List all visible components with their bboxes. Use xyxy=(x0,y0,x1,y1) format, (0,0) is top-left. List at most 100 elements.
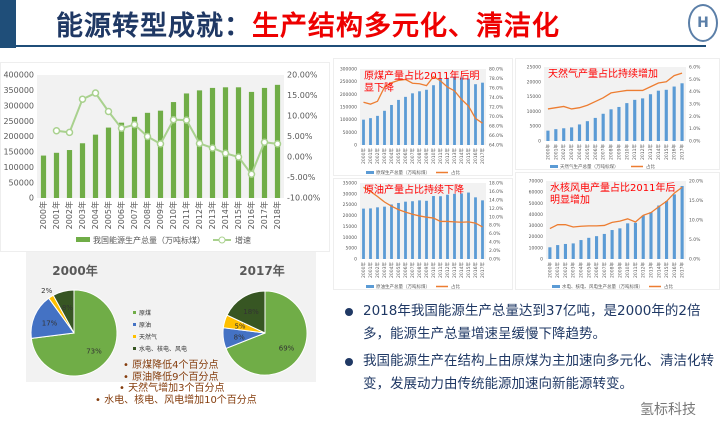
line-point xyxy=(182,116,191,124)
y-tick-label: 250000 xyxy=(340,79,357,85)
y2-tick-label: -5.00% xyxy=(287,173,316,182)
bar xyxy=(467,192,470,259)
bar xyxy=(105,127,112,198)
y2-tick-label: 4.0% xyxy=(489,240,501,246)
bar xyxy=(404,96,407,145)
bar xyxy=(92,134,99,198)
bar xyxy=(248,91,255,198)
x-tick-label: 2009年 xyxy=(423,262,430,278)
legend-label: 原油 xyxy=(139,321,151,329)
legend-swatch-bar xyxy=(76,237,90,242)
x-tick-label: 2013年 xyxy=(451,148,458,164)
bar xyxy=(481,82,484,145)
bar xyxy=(397,99,400,145)
x-tick-label: 2004年 xyxy=(576,144,583,160)
x-tick-label: 2004年 xyxy=(578,262,585,278)
bar xyxy=(222,87,229,198)
y-tick-label: 400000 xyxy=(3,71,34,80)
y2-tick-label: 2.0% xyxy=(489,248,501,254)
x-tick-label: 2011年 xyxy=(632,262,639,278)
bar xyxy=(556,245,560,259)
bar xyxy=(131,116,138,198)
pie-notes: • 原煤降低4个百分点 • 原油降低9个百分点 • 天然气增加3个百分点 • 水… xyxy=(95,360,257,406)
x-tick-label: 2005年 xyxy=(584,144,591,160)
x-tick-label: 2003年 xyxy=(570,262,577,278)
x-tick-label: 2003年 xyxy=(568,144,575,160)
line-point xyxy=(156,140,165,148)
x-tick-label: 2012年 xyxy=(640,262,647,278)
bar xyxy=(585,121,589,141)
y-tick-label: 5000 xyxy=(346,246,358,252)
bar xyxy=(432,196,435,259)
bar xyxy=(577,124,582,141)
pie-title: 2017年 xyxy=(239,263,284,278)
x-tick-label: 2000年 xyxy=(360,148,367,164)
x-tick-label: 2012年 xyxy=(444,262,451,278)
bar xyxy=(680,186,684,259)
bar xyxy=(579,240,583,259)
bar xyxy=(66,150,73,198)
x-tick-label: 2005年 xyxy=(395,148,402,164)
bar xyxy=(641,98,645,141)
x-tick-label: 2009年 xyxy=(155,201,165,229)
x-tick-label: 2016年 xyxy=(472,148,479,164)
x-tick-label: 2010年 xyxy=(623,144,630,160)
legend-swatch xyxy=(133,335,136,338)
bar xyxy=(390,204,393,259)
bar xyxy=(383,206,386,259)
bar xyxy=(425,200,428,259)
y-tick-label: 300000 xyxy=(3,101,34,110)
x-tick-label: 2005年 xyxy=(103,201,113,229)
bar xyxy=(656,90,660,141)
x-tick-label: 2017年 xyxy=(679,144,686,160)
legend-label: 水电、核电、风电 xyxy=(139,345,187,353)
line-point xyxy=(195,139,204,148)
y-tick-label: 15000 xyxy=(343,224,357,230)
bar xyxy=(587,237,591,259)
y2-tick-label: 8.0% xyxy=(489,223,501,229)
x-tick-label: 2003年 xyxy=(381,148,388,164)
x-tick-label: 2011年 xyxy=(437,148,444,164)
y2-tick-label: 10.0% xyxy=(689,218,704,224)
legend-label: 天然气 xyxy=(139,333,157,341)
share-line xyxy=(547,72,683,110)
bar xyxy=(474,197,477,259)
bar xyxy=(467,78,470,145)
y2-tick-label: 66.0% xyxy=(489,133,504,139)
bar xyxy=(404,201,407,259)
x-tick-label: 2012年 xyxy=(639,144,646,160)
bar xyxy=(369,118,372,145)
x-tick-label: 2006年 xyxy=(402,262,409,278)
bullet-item: 我国能源生产在结构上由原煤为主加速向多元化、清洁化转变，发展动力由传统能源加速向… xyxy=(345,350,715,396)
bar xyxy=(235,87,242,198)
y2-tick-label: 3.0% xyxy=(689,102,701,108)
plot-area xyxy=(546,181,686,259)
x-tick-label: 2002年 xyxy=(64,201,74,229)
x-tick-label: 2010年 xyxy=(430,262,437,278)
bar xyxy=(563,243,567,259)
line-point xyxy=(247,170,256,178)
y-tick-label: 0 xyxy=(354,143,357,149)
x-tick-label: 2012年 xyxy=(444,148,451,164)
legend-swatch xyxy=(133,347,136,350)
bar xyxy=(53,152,60,198)
x-tick-label: 2015年 xyxy=(663,144,670,160)
bar xyxy=(170,102,177,198)
x-tick-label: 2005年 xyxy=(395,262,402,278)
bar xyxy=(626,223,630,259)
bar xyxy=(446,194,449,259)
x-tick-label: 2002年 xyxy=(562,262,569,278)
bar xyxy=(453,76,456,145)
legend-swatch-bar xyxy=(366,285,374,288)
bar xyxy=(411,201,414,259)
bar xyxy=(602,233,606,259)
y-tick-label: 30000 xyxy=(529,223,543,229)
plot-area xyxy=(544,67,686,141)
x-tick-label: 2004年 xyxy=(388,148,395,164)
x-tick-label: 2001年 xyxy=(367,262,374,278)
x-tick-label: 2013年 xyxy=(451,262,458,278)
y2-tick-label: 76.0% xyxy=(489,86,504,92)
pie-label: 2% xyxy=(41,287,52,295)
bar xyxy=(617,106,621,141)
y2-tick-label: 20.0% xyxy=(689,179,704,185)
